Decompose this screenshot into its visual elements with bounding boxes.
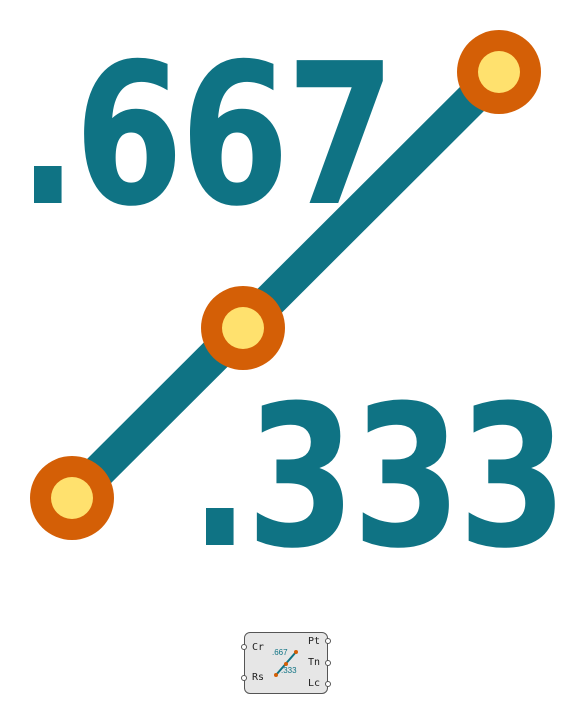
input-port-curve[interactable] [241,644,247,650]
input-port-parameter[interactable] [241,675,247,681]
top-parameter-label: .667 [18,22,395,250]
curve-line-graphic [30,30,541,540]
output-port-tangent[interactable] [325,660,331,666]
output-label-length: Lc [308,678,321,689]
evaluate-curve-large-icon: .667 .333 [18,22,567,592]
input-label-curve: Cr [252,642,265,653]
bottom-parameter-label: .333 [190,364,567,592]
start-point-icon [30,456,114,540]
mini-curve-graphic [274,650,298,677]
mini-bottom-label: .333 [281,666,297,675]
evaluate-curve-component[interactable]: Cr Rs Pt Tn Lc .667 .333 [241,632,331,694]
output-port-point[interactable] [325,638,331,644]
output-port-length[interactable] [325,681,331,687]
output-label-point: Pt [308,636,321,647]
end-point-icon [457,30,541,114]
evaluate-curve-mini-icon: .667 .333 [272,649,302,679]
mini-top-label: .667 [272,648,288,657]
mid-point-icon [201,286,285,370]
input-label-parameter: Rs [252,672,265,683]
output-label-tangent: Tn [308,657,321,668]
curve-segment [59,59,512,511]
